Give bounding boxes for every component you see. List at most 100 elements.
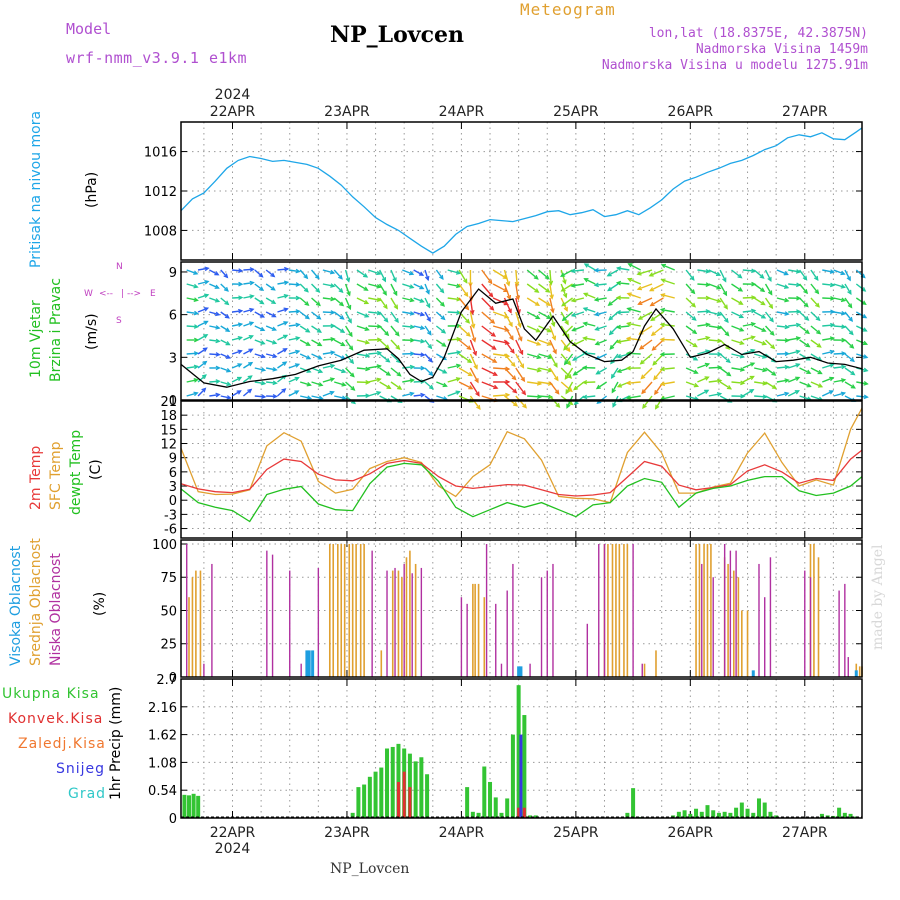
- wind-arrow: [209, 283, 219, 289]
- wind-arrow-head: [305, 328, 311, 333]
- wind-arrow: [243, 375, 253, 383]
- wind-arrow: [565, 381, 574, 394]
- wind-arrow-head: [330, 336, 336, 342]
- compass-left-arrow: <--: [99, 289, 114, 299]
- wind-arrow: [356, 353, 370, 357]
- wind-arrow-head: [364, 313, 370, 318]
- wind-arrow-head: [784, 391, 790, 397]
- wind-arrow-head: [796, 309, 802, 315]
- wind-arrow: [492, 311, 509, 319]
- wind-arrow-head: [566, 360, 572, 366]
- wind-arrow: [503, 283, 511, 300]
- wind-arrow-head: [330, 350, 336, 356]
- precip-legend-conv: Konvek.Kisa: [8, 711, 104, 727]
- wind-arrow-head: [295, 336, 301, 341]
- wind-arrow: [277, 348, 287, 355]
- wind-arrow-head: [593, 267, 599, 273]
- wind-arrow: [661, 308, 675, 313]
- wind-arrow: [627, 322, 641, 327]
- wind-arrow: [538, 283, 550, 293]
- wind-arrow: [788, 283, 801, 286]
- top-day-label: 26APR: [668, 104, 714, 120]
- wind-arrow-head: [806, 369, 812, 374]
- wind-arrow-head: [306, 355, 312, 360]
- wind-arrow-head: [693, 356, 699, 361]
- precip-total-bar: [716, 812, 721, 818]
- wind-arrow-head: [513, 401, 519, 407]
- wind-arrow: [447, 390, 460, 397]
- wind-arrow-head: [805, 342, 811, 348]
- mid-cloud-bar: [626, 543, 629, 677]
- wind-arrow: [311, 283, 320, 293]
- wind-arrow-head: [382, 290, 387, 296]
- wind-arrow: [220, 353, 231, 359]
- wind-arrow-head: [544, 274, 550, 280]
- wind-arrow: [243, 362, 253, 369]
- wind-arrow: [595, 339, 607, 346]
- wind-arrow: [402, 297, 414, 302]
- precip-total-bar: [842, 812, 847, 818]
- wind-arrow-head: [441, 342, 447, 347]
- wind-arrow: [311, 339, 322, 347]
- mid-cloud-bar: [643, 663, 646, 677]
- wind-arrow-head: [505, 281, 511, 287]
- wind-arrow: [810, 283, 819, 294]
- precip-conv-bar: [402, 771, 406, 818]
- wind-arrow-head: [282, 361, 288, 366]
- wind-arrow: [368, 297, 381, 301]
- wind-arrow: [844, 353, 855, 362]
- wind-arrow: [424, 367, 433, 376]
- wind-arrow: [661, 278, 675, 285]
- wind-arrow-head: [201, 387, 207, 393]
- wind-arrow: [564, 367, 574, 380]
- precip-total-bar: [396, 743, 401, 818]
- wind-arrow-head: [659, 366, 665, 372]
- wind-arrow: [481, 269, 493, 284]
- wind-arrow: [231, 376, 242, 383]
- wind-arrow: [810, 367, 822, 375]
- wind-arrow-head: [238, 308, 244, 314]
- wind-arrow: [627, 381, 641, 384]
- wind-arrow-head: [607, 301, 613, 306]
- wind-arrow-head: [237, 349, 243, 355]
- wind-arrow-head: [385, 357, 391, 363]
- wind-arrow: [334, 395, 346, 400]
- panel-frame: [180, 539, 863, 678]
- wind-arrow-head: [259, 299, 265, 305]
- low-cloud-bar: [735, 550, 737, 677]
- wind-arrow: [595, 325, 607, 331]
- wind-arrow: [277, 308, 288, 313]
- wind-arrow-head: [365, 353, 371, 358]
- wind-arrow: [379, 297, 388, 309]
- wind-arrow: [538, 297, 551, 306]
- precip-total-bar: [350, 812, 355, 818]
- wind-arrow-head: [493, 384, 499, 390]
- wind-arrow-head: [317, 341, 323, 347]
- wind-arrow-head: [784, 324, 790, 330]
- wind-arrow: [731, 381, 745, 384]
- wind-arrow-head: [659, 337, 665, 342]
- y-tick-label: 9: [169, 266, 177, 281]
- wind-arrow-head: [294, 363, 301, 368]
- precip-total-bar: [191, 793, 196, 818]
- wind-arrow-head: [225, 354, 232, 359]
- wind-arrow: [435, 297, 445, 307]
- wind-arrow: [639, 339, 653, 350]
- model-label: Model: [66, 20, 112, 38]
- wind-arrow-head: [803, 302, 809, 308]
- wind-arrow: [810, 269, 819, 281]
- wind-arrow: [608, 311, 619, 321]
- wind-arrow-head: [259, 313, 265, 318]
- wind-arrow: [833, 392, 845, 397]
- wind-arrow-head: [615, 295, 621, 301]
- wind-arrow: [566, 395, 574, 409]
- wind-arrow-head: [203, 320, 209, 325]
- wind-arrow-head: [795, 322, 802, 328]
- wind-arrow-head: [441, 328, 447, 334]
- wind-arrow-head: [376, 377, 382, 383]
- wind-arrow-head: [751, 295, 757, 300]
- wind-arrow-head: [737, 273, 743, 279]
- wind-arrow-head: [491, 345, 497, 350]
- wind-arrow-head: [648, 272, 654, 277]
- mid-cloud-bar: [363, 543, 365, 677]
